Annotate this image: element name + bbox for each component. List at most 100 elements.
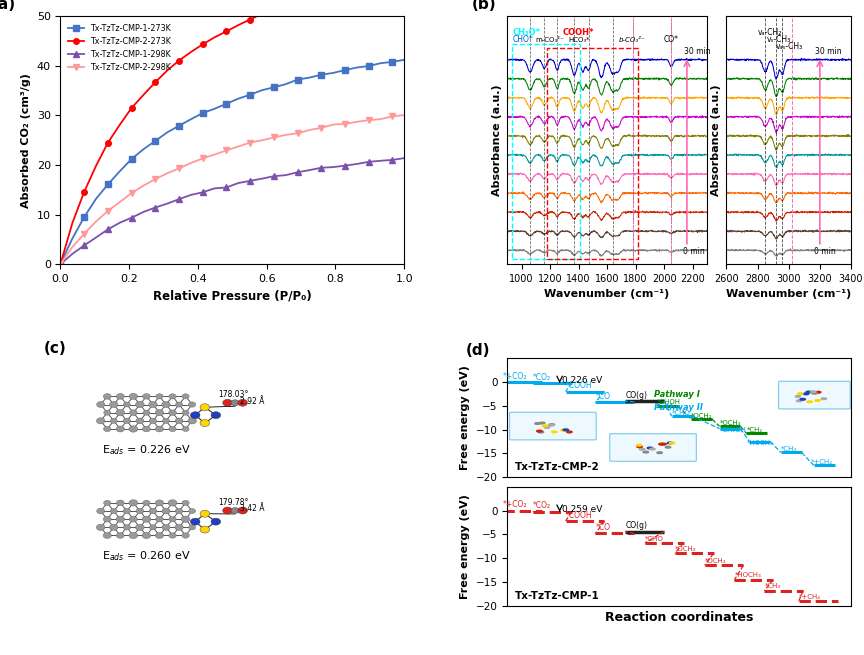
Tx-TzTz-CMP-2-298K xyxy=(198,155,208,162)
Circle shape xyxy=(810,391,816,393)
Circle shape xyxy=(231,400,239,405)
Circle shape xyxy=(168,410,176,415)
Text: 0 min: 0 min xyxy=(814,247,835,255)
Circle shape xyxy=(156,516,163,522)
Tx-TzTz-CMP-2-273K xyxy=(79,188,89,196)
Tx-TzTz-CMP-2-273K xyxy=(221,28,232,35)
Text: 178.03°: 178.03° xyxy=(219,390,249,400)
Y-axis label: Absorbance (a.u.): Absorbance (a.u.) xyxy=(711,84,721,196)
Circle shape xyxy=(117,533,124,538)
Tx-TzTz-CMP-1-298K xyxy=(186,191,196,199)
Tx-TzTz-CMP-1-273K xyxy=(162,128,172,136)
Text: 30 min: 30 min xyxy=(815,47,842,56)
Circle shape xyxy=(124,402,130,407)
Circle shape xyxy=(116,426,124,432)
Text: vₛ-CH₃: vₛ-CH₃ xyxy=(767,35,791,45)
Circle shape xyxy=(143,410,150,415)
Circle shape xyxy=(175,418,183,424)
Text: *CH₂OH: *CH₂OH xyxy=(720,427,746,433)
Tx-TzTz-CMP-2-298K xyxy=(387,113,397,121)
Text: *CO: *CO xyxy=(595,523,611,532)
Circle shape xyxy=(182,500,189,506)
Circle shape xyxy=(156,533,163,538)
Text: Tx-TzTz-CMP-1: Tx-TzTz-CMP-1 xyxy=(515,591,600,601)
Circle shape xyxy=(162,419,169,423)
Tx-TzTz-CMP-2-298K xyxy=(292,130,302,138)
Circle shape xyxy=(657,452,663,453)
Circle shape xyxy=(111,508,118,514)
Circle shape xyxy=(124,508,130,514)
Text: CHO*: CHO* xyxy=(513,35,534,45)
Line: Tx-TzTz-CMP-2-273K: Tx-TzTz-CMP-2-273K xyxy=(58,0,407,267)
Tx-TzTz-CMP-2-298K xyxy=(304,126,314,134)
Tx-TzTz-CMP-1-273K xyxy=(233,95,244,103)
Circle shape xyxy=(168,394,176,399)
Tx-TzTz-CMP-1-273K xyxy=(245,91,255,99)
Circle shape xyxy=(162,508,170,514)
Circle shape xyxy=(136,402,144,407)
Circle shape xyxy=(149,508,157,514)
Tx-TzTz-CMP-2-298K xyxy=(138,181,149,189)
Circle shape xyxy=(658,443,664,445)
Tx-TzTz-CMP-1-298K xyxy=(115,219,125,227)
Tx-TzTz-CMP-1-273K xyxy=(198,109,208,117)
Circle shape xyxy=(182,394,189,399)
Tx-TzTz-CMP-2-298K xyxy=(364,117,374,124)
Tx-TzTz-CMP-1-298K xyxy=(91,234,101,242)
Tx-TzTz-CMP-2-273K xyxy=(292,0,302,5)
Circle shape xyxy=(567,431,572,433)
Circle shape xyxy=(123,525,130,530)
Circle shape xyxy=(637,446,642,448)
Tx-TzTz-CMP-2-298K xyxy=(233,143,244,151)
Tx-TzTz-CMP-1-273K xyxy=(55,260,66,268)
Tx-TzTz-CMP-2-273K xyxy=(150,79,161,86)
Text: CO*: CO* xyxy=(664,35,679,45)
Circle shape xyxy=(175,524,183,531)
Circle shape xyxy=(211,518,220,525)
Y-axis label: Free energy (eV): Free energy (eV) xyxy=(460,494,470,599)
Circle shape xyxy=(211,412,220,419)
Circle shape xyxy=(551,431,557,433)
Circle shape xyxy=(97,402,105,407)
Circle shape xyxy=(175,508,183,514)
Tx-TzTz-CMP-2-298K xyxy=(257,136,267,144)
Text: *HOCH₃: *HOCH₃ xyxy=(746,440,773,446)
Tx-TzTz-CMP-1-298K xyxy=(209,185,219,193)
Circle shape xyxy=(187,418,196,424)
Tx-TzTz-CMP-2-273K xyxy=(304,0,314,2)
Circle shape xyxy=(665,446,670,448)
Text: *OCH₃: *OCH₃ xyxy=(704,558,726,564)
Tx-TzTz-CMP-2-298K xyxy=(91,217,101,225)
Tx-TzTz-CMP-2-273K xyxy=(269,5,279,13)
Circle shape xyxy=(797,400,802,402)
Tx-TzTz-CMP-2-273K xyxy=(281,3,291,10)
Circle shape xyxy=(136,524,144,531)
Tx-TzTz-CMP-2-273K xyxy=(257,10,267,18)
Circle shape xyxy=(238,400,247,406)
Tx-TzTz-CMP-1-273K xyxy=(103,181,113,189)
Circle shape xyxy=(156,394,163,399)
Circle shape xyxy=(223,400,232,406)
Circle shape xyxy=(129,426,137,432)
Circle shape xyxy=(129,533,137,538)
Tx-TzTz-CMP-1-298K xyxy=(150,204,161,212)
Circle shape xyxy=(535,422,540,424)
Text: *OCH₂: *OCH₂ xyxy=(675,546,696,552)
Circle shape xyxy=(142,516,150,522)
Circle shape xyxy=(667,442,673,443)
Circle shape xyxy=(643,451,649,453)
Tx-TzTz-CMP-1-273K xyxy=(281,81,291,88)
Text: (c): (c) xyxy=(43,341,66,356)
Tx-TzTz-CMP-1-298K xyxy=(328,163,339,171)
Circle shape xyxy=(96,524,105,531)
Tx-TzTz-CMP-2-273K xyxy=(198,41,208,48)
Text: E$_{ads}$ = 0.260 eV: E$_{ads}$ = 0.260 eV xyxy=(102,550,191,563)
Tx-TzTz-CMP-1-298K xyxy=(126,214,137,221)
Text: *+CH₄: *+CH₄ xyxy=(798,593,821,600)
X-axis label: Reaction coordinates: Reaction coordinates xyxy=(605,611,753,624)
Tx-TzTz-CMP-2-273K xyxy=(233,21,244,29)
Tx-TzTz-CMP-2-298K xyxy=(316,124,327,132)
Tx-TzTz-CMP-1-273K xyxy=(150,137,161,145)
Text: b-CO₃²⁻: b-CO₃²⁻ xyxy=(619,37,645,43)
Circle shape xyxy=(539,422,545,424)
